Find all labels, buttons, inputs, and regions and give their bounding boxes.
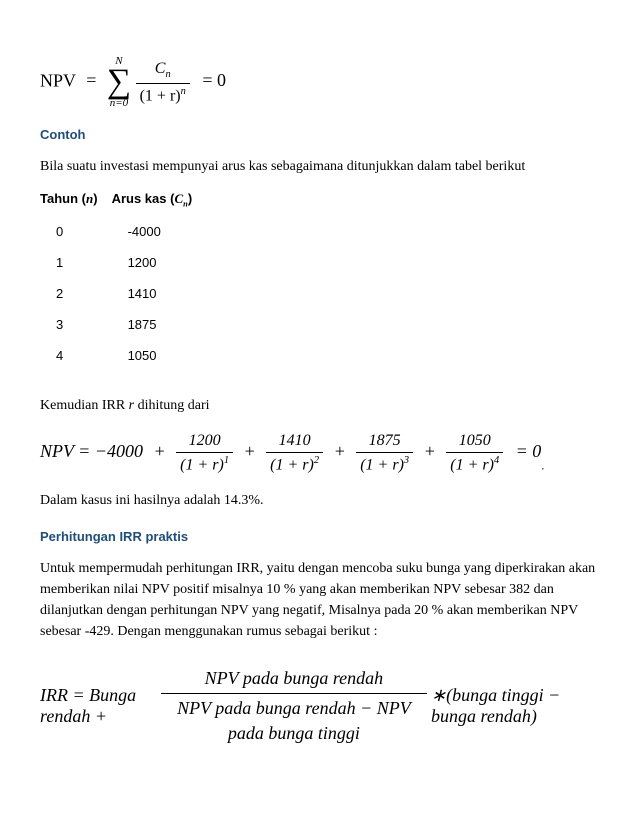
cashflow-table: Tahun (n) Arus kas (Cn) 0-4000 11200 214…: [40, 187, 206, 372]
npv-sum-formula: NPV = N ∑ n=0 Cn (1 + r)n = 0: [40, 56, 598, 109]
col-header-year: Tahun (n): [40, 187, 112, 217]
irr-practical-formula: IRR = Bunga rendah + NPV pada bunga rend…: [40, 666, 598, 747]
table-row: 31875: [40, 309, 206, 340]
table-row: 41050: [40, 340, 206, 371]
term-3: 1875 (1 + r)3: [356, 432, 413, 474]
table-row: 0-4000: [40, 216, 206, 247]
npv-expanded-formula: NPV = −4000 + 1200 (1 + r)1 + 1410 (1 + …: [40, 432, 598, 474]
table-row: 21410: [40, 278, 206, 309]
irr-fraction: NPV pada bunga rendah NPV pada bunga ren…: [161, 666, 427, 747]
heading-contoh: Contoh: [40, 127, 598, 142]
heading-praktis: Perhitungan IRR praktis: [40, 529, 598, 544]
practical-paragraph: Untuk mempermudah perhitungan IRR, yaitu…: [40, 558, 598, 642]
term-4: 1050 (1 + r)4: [446, 432, 503, 474]
intro-paragraph: Bila suatu investasi mempunyai arus kas …: [40, 156, 598, 177]
term-1: 1200 (1 + r)1: [176, 432, 233, 474]
summation: N ∑ n=0: [107, 56, 131, 109]
col-header-cash: Arus kas (Cn): [112, 187, 207, 217]
term-2: 1410 (1 + r)2: [266, 432, 323, 474]
irr-computed-text: Kemudian IRR r dihitung dari: [40, 395, 598, 416]
result-text: Dalam kasus ini hasilnya adalah 14.3%.: [40, 490, 598, 511]
formula-rhs: = 0: [202, 70, 226, 90]
formula-lhs: NPV: [40, 70, 76, 90]
table-row: 11200: [40, 247, 206, 278]
fraction: Cn (1 + r)n: [136, 60, 190, 105]
